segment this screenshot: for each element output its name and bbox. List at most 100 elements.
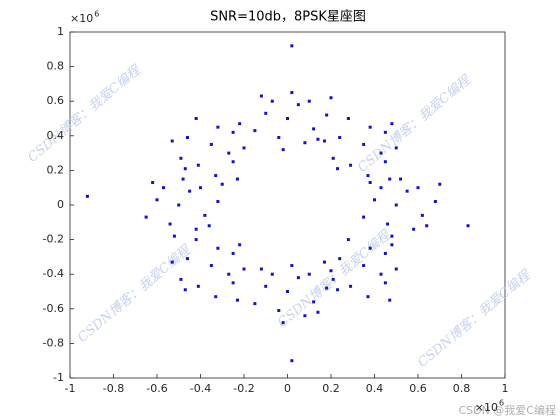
point bbox=[199, 186, 202, 190]
point bbox=[322, 260, 326, 264]
point bbox=[368, 246, 372, 250]
x-tick-label: -0.6 bbox=[146, 382, 167, 395]
point bbox=[277, 309, 281, 313]
exponent-base: ×10 bbox=[70, 12, 93, 25]
exponent-power: 6 bbox=[499, 399, 504, 408]
point bbox=[203, 213, 207, 217]
point bbox=[303, 314, 307, 318]
point bbox=[290, 359, 294, 363]
point bbox=[231, 281, 235, 285]
point bbox=[405, 189, 409, 193]
point bbox=[388, 298, 392, 302]
y-tick-label: 0.4 bbox=[47, 129, 65, 142]
point bbox=[362, 142, 366, 146]
point bbox=[209, 142, 213, 146]
exponent-power: 6 bbox=[94, 10, 99, 19]
point bbox=[383, 130, 387, 134]
point bbox=[366, 295, 370, 299]
x-tick-label: -1 bbox=[65, 382, 76, 395]
plot-area bbox=[69, 31, 506, 379]
point bbox=[183, 167, 187, 171]
point bbox=[303, 141, 307, 145]
point bbox=[290, 44, 294, 48]
point bbox=[390, 243, 394, 247]
x-tick-label: 1 bbox=[502, 382, 509, 395]
point bbox=[264, 284, 268, 288]
point bbox=[466, 224, 470, 228]
point bbox=[394, 146, 398, 150]
point bbox=[349, 284, 353, 288]
point bbox=[207, 224, 211, 228]
point bbox=[368, 181, 372, 185]
y-tick-label: 0.6 bbox=[47, 94, 65, 107]
point bbox=[194, 227, 198, 231]
point bbox=[368, 125, 372, 129]
point bbox=[220, 182, 224, 186]
point bbox=[316, 137, 320, 141]
point bbox=[336, 288, 340, 292]
point bbox=[227, 151, 231, 155]
point bbox=[179, 156, 183, 160]
x-tick-label: -0.2 bbox=[233, 382, 254, 395]
point bbox=[316, 310, 320, 314]
point bbox=[281, 321, 285, 325]
point bbox=[322, 139, 326, 143]
y-tick-label: 1 bbox=[57, 25, 64, 38]
y-tick-label: 0 bbox=[57, 198, 64, 211]
point bbox=[277, 136, 281, 140]
point bbox=[216, 246, 220, 250]
point bbox=[85, 194, 89, 198]
point bbox=[420, 213, 424, 217]
point bbox=[281, 148, 285, 152]
point bbox=[425, 224, 429, 228]
point bbox=[290, 91, 294, 95]
point bbox=[183, 288, 187, 292]
point bbox=[346, 238, 350, 242]
point bbox=[151, 181, 155, 185]
point bbox=[214, 295, 218, 299]
point bbox=[181, 177, 185, 181]
point bbox=[394, 203, 398, 207]
point bbox=[185, 136, 189, 140]
point bbox=[194, 117, 198, 120]
point bbox=[144, 215, 148, 219]
point bbox=[390, 122, 394, 126]
point bbox=[235, 177, 239, 181]
point bbox=[307, 272, 311, 276]
point bbox=[259, 267, 263, 271]
point bbox=[379, 272, 383, 276]
y-tick-label: 0.2 bbox=[47, 163, 65, 176]
x-tick-label: 0.2 bbox=[322, 382, 340, 395]
y-tick-label: 0.8 bbox=[47, 60, 65, 73]
point bbox=[307, 99, 311, 103]
y-tick-label: -0.2 bbox=[43, 233, 64, 246]
point bbox=[170, 139, 174, 143]
point bbox=[349, 163, 353, 167]
point bbox=[216, 125, 220, 129]
point bbox=[214, 174, 218, 178]
point bbox=[194, 238, 198, 242]
point bbox=[155, 198, 159, 202]
point bbox=[270, 272, 274, 276]
point bbox=[331, 277, 335, 281]
point bbox=[379, 151, 383, 155]
point bbox=[383, 160, 387, 164]
footer-watermark: CSDN @我爱C编程 bbox=[458, 403, 556, 417]
x-tick-label: 0.6 bbox=[409, 382, 427, 395]
point bbox=[362, 215, 366, 219]
y-tick-label: -1 bbox=[53, 371, 64, 384]
point bbox=[270, 99, 274, 103]
point bbox=[253, 302, 257, 306]
x-tick-label: -0.8 bbox=[103, 382, 124, 395]
point bbox=[235, 298, 239, 302]
x-tick-label: 0.4 bbox=[366, 382, 384, 395]
point bbox=[196, 284, 200, 288]
point bbox=[312, 127, 316, 131]
point bbox=[185, 257, 189, 261]
point bbox=[242, 146, 246, 150]
point bbox=[216, 200, 220, 204]
point bbox=[209, 264, 213, 268]
point bbox=[231, 251, 235, 255]
point bbox=[394, 267, 398, 271]
point bbox=[346, 117, 350, 120]
